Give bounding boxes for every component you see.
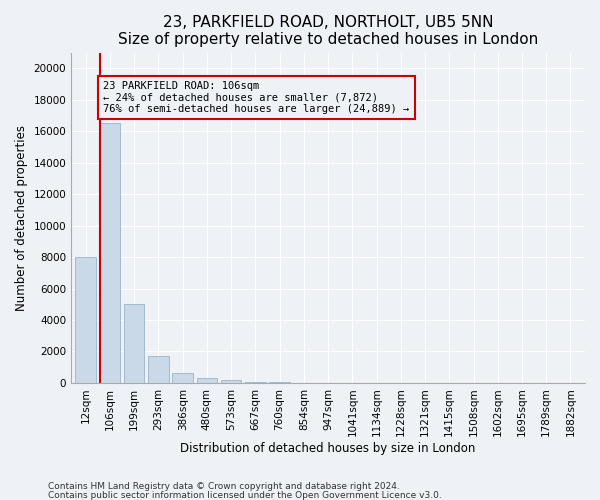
- Bar: [172, 374, 193, 383]
- Y-axis label: Number of detached properties: Number of detached properties: [15, 125, 28, 311]
- Bar: [76, 257, 96, 383]
- Bar: [221, 380, 241, 383]
- Text: 23 PARKFIELD ROAD: 106sqm
← 24% of detached houses are smaller (7,872)
76% of se: 23 PARKFIELD ROAD: 106sqm ← 24% of detac…: [103, 81, 410, 114]
- Bar: [269, 382, 290, 383]
- Text: Contains HM Land Registry data © Crown copyright and database right 2024.: Contains HM Land Registry data © Crown c…: [48, 482, 400, 491]
- Bar: [124, 304, 145, 383]
- Bar: [245, 382, 266, 383]
- Bar: [100, 124, 120, 383]
- Title: 23, PARKFIELD ROAD, NORTHOLT, UB5 5NN
Size of property relative to detached hous: 23, PARKFIELD ROAD, NORTHOLT, UB5 5NN Si…: [118, 15, 538, 48]
- X-axis label: Distribution of detached houses by size in London: Distribution of detached houses by size …: [181, 442, 476, 455]
- Bar: [148, 356, 169, 383]
- Bar: [197, 378, 217, 383]
- Text: Contains public sector information licensed under the Open Government Licence v3: Contains public sector information licen…: [48, 490, 442, 500]
